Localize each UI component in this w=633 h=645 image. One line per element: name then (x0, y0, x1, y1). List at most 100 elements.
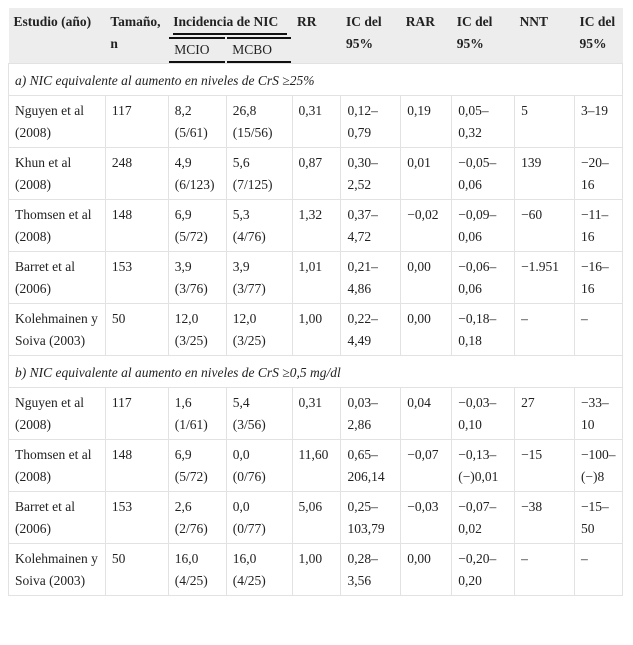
table-cell: 148 (104, 439, 169, 492)
table-cell: −60 (514, 199, 575, 252)
table-cell: 5 (514, 95, 575, 148)
table-cell: −15–50 (573, 491, 624, 544)
table-cell: −0,09–0,06 (451, 199, 516, 252)
table-cell: 8,2 (5/61) (167, 95, 227, 148)
table-row: Kolehmainen y Soiva (2003) 50 16,0 (4/25) 1… (8, 543, 624, 596)
table-cell: 16,0 (4/25) (225, 543, 293, 596)
table-cell: 3,9 (3/76) (167, 251, 227, 304)
table-cell: 50 (104, 303, 169, 356)
table-row: Nguyen et al (2008) 117 1,6 (1/61) 5,4 (3/5… (8, 387, 624, 440)
table-cell: 0,00 (400, 303, 453, 356)
table-cell: 0,0 (0/76) (225, 439, 293, 492)
table-cell: 50 (104, 543, 169, 596)
table-cell: −16–16 (573, 251, 624, 304)
table-cell: 1,01 (291, 251, 342, 304)
table-row: Barret et al (2006) 153 3,9 (3/76) 3,9 (3/7… (8, 251, 624, 304)
table-cell: 6,9 (5/72) (167, 199, 227, 252)
table-cell: Nguyen et al (2008) (8, 95, 106, 148)
header-incidence-label: Incidencia de NIC (173, 11, 288, 35)
table-cell: 0,65–206,14 (340, 439, 402, 492)
header-ic-rar: IC del 95% (451, 8, 515, 64)
table-cell: 153 (104, 491, 169, 544)
table-cell: −0,05–0,06 (451, 147, 516, 200)
table-cell: −0,18–0,18 (451, 303, 516, 356)
table-cell: – (514, 543, 575, 596)
table-cell: 5,3 (4/76) (225, 199, 293, 252)
table-cell: – (514, 303, 575, 356)
table-cell: 27 (514, 387, 575, 440)
table-cell: 0,22–4,49 (340, 303, 402, 356)
table-cell: −0,02 (400, 199, 453, 252)
table-cell: 0,28–3,56 (340, 543, 402, 596)
table-row: Barret et al (2006) 153 2,6 (2/76) 0,0 (0/7… (8, 491, 624, 544)
table-cell: Nguyen et al (2008) (8, 387, 106, 440)
table-cell: 0,05–0,32 (451, 95, 516, 148)
table-cell: Kolehmainen y Soiva (2003) (8, 543, 106, 596)
table-cell: Barret et al (2006) (8, 251, 106, 304)
table-cell: 0,01 (400, 147, 453, 200)
table-cell: 0,04 (400, 387, 453, 440)
header-incidence: Incidencia de NIC (168, 8, 293, 35)
table-cell: 5,6 (7/125) (225, 147, 293, 200)
table-cell: 0,37–4,72 (340, 199, 402, 252)
table-body: a) NIC equivalente al aumento en niveles… (8, 63, 624, 596)
table-cell: 1,00 (291, 303, 342, 356)
table-cell: 0,31 (291, 387, 342, 440)
table-cell: 1,32 (291, 199, 342, 252)
table-cell: 3,9 (3/77) (225, 251, 293, 304)
section-row: a) NIC equivalente al aumento en niveles… (8, 63, 623, 96)
table-cell: −38 (514, 491, 575, 544)
table-cell: 0,25–103,79 (340, 491, 402, 544)
table-cell: 0,03–2,86 (340, 387, 402, 440)
header-size: Tamaño, n (105, 8, 169, 64)
table-cell: 139 (514, 147, 575, 200)
table-cell: 0,19 (400, 95, 453, 148)
table-cell: −33–10 (573, 387, 624, 440)
table-cell: −1.951 (514, 251, 575, 304)
header-rr: RR (292, 8, 341, 64)
header-rar: RAR (400, 8, 452, 64)
table-cell: −0,03 (400, 491, 453, 544)
table-cell: 0,0 (0/77) (225, 491, 293, 544)
table-cell: 5,4 (3/56) (225, 387, 293, 440)
table-cell: 0,31 (291, 95, 342, 148)
table-cell: −0,07 (400, 439, 453, 492)
table-cell: 0,87 (291, 147, 342, 200)
results-table: Estudio (año) Tamaño, n Incidencia de NI… (8, 8, 624, 596)
table-cell: 148 (104, 199, 169, 252)
table-cell: 1,6 (1/61) (167, 387, 227, 440)
table-row: Thomsen et al (2008) 148 6,9 (5/72) 0,0 (0/… (8, 439, 624, 492)
table-cell: −0,03–0,10 (451, 387, 516, 440)
table-cell: 11,60 (291, 439, 342, 492)
table-cell: Barret et al (2006) (8, 491, 106, 544)
table-cell: 5,06 (291, 491, 342, 544)
table-cell: Thomsen et al (2008) (8, 199, 106, 252)
header-nnt: NNT (514, 8, 575, 64)
table-row: Thomsen et al (2008) 148 6,9 (5/72) 5,3 (4/… (8, 199, 624, 252)
table-row: Nguyen et al (2008) 117 8,2 (5/61) 26,8 (15… (8, 95, 624, 148)
table-cell: 153 (104, 251, 169, 304)
table-row: Khun et al (2008) 248 4,9 (6/123) 5,6 (7/12… (8, 147, 624, 200)
section-title: a) NIC equivalente al aumento en niveles… (8, 63, 623, 96)
header-ic-nnt: IC del 95% (574, 8, 623, 64)
table-cell: 26,8 (15/56) (225, 95, 293, 148)
table-cell: −0,20–0,20 (451, 543, 516, 596)
section-row: b) NIC equivalente al aumento en niveles… (8, 355, 623, 388)
header-mcbo-label: MCBO (227, 37, 292, 63)
table-cell: −0,13–(−)0,01 (451, 439, 516, 492)
table-row: Kolehmainen y Soiva (2003) 50 12,0 (3/25) 1… (8, 303, 624, 356)
table-cell: 16,0 (4/25) (167, 543, 227, 596)
header-mcbo: MCBO (226, 35, 293, 64)
table-cell: Khun et al (2008) (8, 147, 106, 200)
table-cell: 0,00 (400, 543, 453, 596)
table-cell: 3–19 (573, 95, 624, 148)
table-header: Estudio (año) Tamaño, n Incidencia de NI… (8, 8, 623, 64)
header-study: Estudio (año) (8, 8, 106, 64)
table-cell: −15 (514, 439, 575, 492)
table-cell: 0,21–4,86 (340, 251, 402, 304)
table-cell: −11–16 (573, 199, 624, 252)
table-cell: 1,00 (291, 543, 342, 596)
table-cell: −0,07–0,02 (451, 491, 516, 544)
table-cell: 0,12–0,79 (340, 95, 402, 148)
table-cell: 0,00 (400, 251, 453, 304)
